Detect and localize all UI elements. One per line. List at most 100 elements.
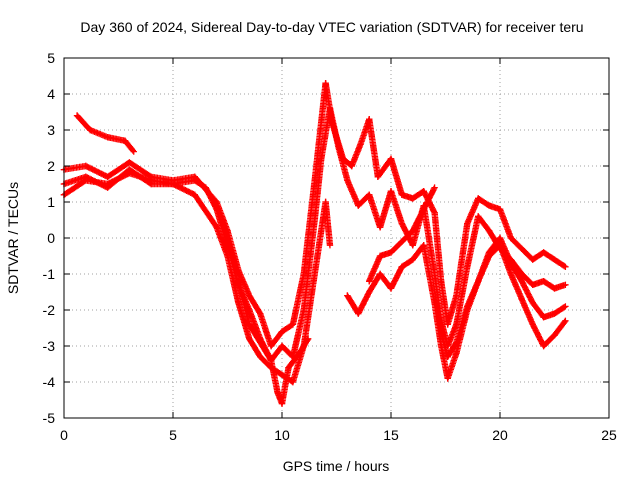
data-point: [82, 177, 89, 184]
data-point: [104, 134, 111, 141]
data-point: [431, 270, 438, 278]
data-point: [257, 339, 264, 346]
data-point: [387, 249, 395, 256]
data-point: [335, 144, 342, 152]
data-point: [311, 270, 318, 278]
data-point: [246, 335, 253, 342]
y-tick-label: 3: [47, 122, 55, 138]
data-point: [296, 350, 303, 357]
data-point: [202, 184, 209, 191]
y-tick-label: 1: [47, 194, 55, 210]
y-axis-label: SDTVAR / TECUs: [5, 182, 21, 294]
data-point: [191, 177, 198, 184]
data-point: [366, 278, 373, 285]
data-point: [398, 220, 406, 227]
x-tick-label: 25: [601, 427, 617, 443]
y-tick-label: -5: [43, 410, 56, 426]
x-axis-label: GPS time / hours: [283, 458, 390, 474]
data-point: [278, 342, 286, 350]
data-point: [376, 270, 384, 278]
data-point: [376, 224, 384, 231]
data-point: [73, 112, 81, 119]
data-point: [224, 252, 231, 260]
data-point: [475, 278, 482, 285]
data-markers: [60, 80, 569, 407]
series-markers: [60, 80, 568, 350]
data-point: [420, 242, 427, 249]
y-tick-label: 0: [47, 230, 55, 246]
data-point: [300, 306, 307, 314]
data-point: [398, 238, 406, 245]
data-point: [540, 278, 547, 285]
data-point: [444, 353, 451, 360]
data-point: [289, 321, 297, 328]
data-point: [278, 400, 286, 407]
x-tick-label: 5: [169, 427, 177, 443]
data-point: [304, 335, 312, 342]
data-point: [444, 375, 451, 382]
data-point: [398, 263, 406, 270]
data-point: [126, 170, 133, 177]
y-tick-label: -1: [43, 266, 56, 282]
data-point: [475, 195, 482, 202]
x-tick-label: 20: [492, 427, 508, 443]
data-point: [551, 256, 558, 263]
x-tick-label: 10: [274, 427, 290, 443]
data-point: [420, 188, 427, 195]
data-point: [409, 256, 416, 263]
data-point: [529, 321, 536, 328]
series-trace-c: [60, 105, 569, 364]
series-markers: [60, 105, 568, 364]
data-point: [355, 202, 362, 209]
data-point: [344, 177, 351, 184]
data-point: [453, 339, 460, 346]
data-point: [398, 191, 406, 198]
data-point: [540, 342, 547, 350]
data-point: [322, 198, 329, 206]
data-point: [246, 321, 253, 328]
x-tick-label: 0: [60, 427, 68, 443]
data-point: [507, 270, 515, 278]
data-point: [326, 242, 334, 249]
data-point: [409, 227, 416, 234]
data-point: [475, 213, 482, 220]
axes: 0 5 10 15 20 25 -5 -4 -3 -2 -1 0 1 2 3 4 5: [43, 50, 617, 443]
data-point: [453, 350, 460, 357]
grid: [64, 58, 609, 418]
data-point: [366, 116, 373, 123]
series-trace-e: [235, 278, 312, 407]
data-point: [104, 173, 111, 180]
data-point: [518, 296, 525, 303]
data-point: [311, 216, 318, 224]
data-point: [562, 317, 569, 324]
data-point: [374, 173, 382, 180]
data-point: [376, 252, 384, 260]
series-trace-h: [366, 184, 438, 285]
data-point: [357, 141, 364, 148]
series-trace-a: [73, 112, 137, 155]
data-point: [326, 105, 334, 112]
data-point: [213, 224, 220, 231]
data-point: [278, 328, 286, 335]
data-point: [529, 256, 536, 263]
data-point: [464, 220, 471, 227]
data-point: [431, 184, 438, 191]
data-point: [485, 202, 493, 209]
data-point: [130, 148, 137, 155]
data-point: [485, 252, 493, 260]
y-tick-label: -4: [43, 374, 56, 390]
chart-title: Day 360 of 2024, Sidereal Day-to-day VTE…: [80, 19, 583, 35]
data-point: [387, 188, 395, 195]
data-point: [387, 155, 395, 162]
data-point: [366, 288, 373, 296]
data-point: [540, 314, 547, 321]
data-point: [562, 281, 569, 288]
series-markers: [73, 112, 136, 154]
data-point: [464, 303, 471, 310]
data-point: [121, 137, 129, 144]
data-point: [453, 321, 460, 328]
data-point: [562, 303, 569, 310]
y-tick-label: -3: [43, 338, 56, 354]
y-tick-label: 4: [47, 86, 55, 102]
